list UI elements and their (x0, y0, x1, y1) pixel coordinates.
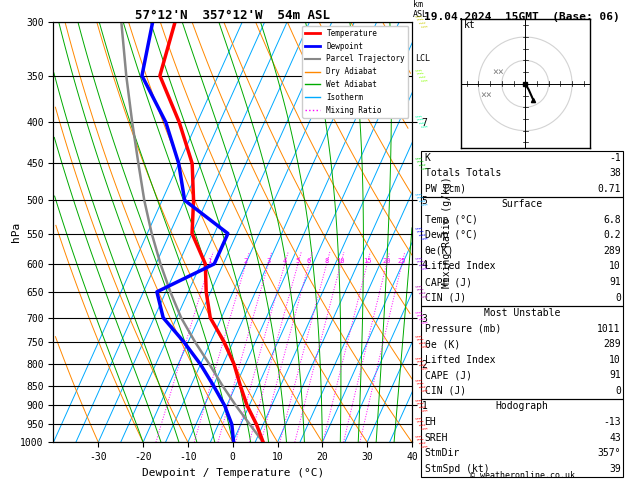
Text: SREH: SREH (425, 433, 448, 443)
Text: 0: 0 (615, 293, 621, 303)
Text: ////: //// (414, 225, 428, 243)
Text: ////: //// (414, 113, 428, 131)
Text: 1011: 1011 (598, 324, 621, 334)
Text: 10: 10 (337, 258, 345, 264)
Text: 10: 10 (609, 355, 621, 365)
Text: 91: 91 (609, 370, 621, 381)
Text: 39: 39 (609, 464, 621, 474)
Text: 43: 43 (609, 433, 621, 443)
Text: 357°: 357° (598, 448, 621, 458)
Text: 2: 2 (243, 258, 248, 264)
Text: ////: //// (414, 13, 428, 31)
Text: Temp (°C): Temp (°C) (425, 215, 477, 225)
Text: Pressure (mb): Pressure (mb) (425, 324, 501, 334)
Text: 0.71: 0.71 (598, 184, 621, 194)
Text: 0: 0 (615, 386, 621, 396)
Text: 6.8: 6.8 (603, 215, 621, 225)
Text: K: K (425, 153, 430, 163)
Text: LCL: LCL (416, 54, 431, 63)
Text: CIN (J): CIN (J) (425, 293, 465, 303)
Text: StmSpd (kt): StmSpd (kt) (425, 464, 489, 474)
Text: CIN (J): CIN (J) (425, 386, 465, 396)
X-axis label: Dewpoint / Temperature (°C): Dewpoint / Temperature (°C) (142, 468, 324, 478)
Text: ////: //// (414, 191, 428, 209)
Text: 4: 4 (282, 258, 287, 264)
Text: hPa: hPa (11, 222, 21, 242)
Title: 57°12'N  357°12'W  54m ASL: 57°12'N 357°12'W 54m ASL (135, 9, 330, 22)
Text: ////: //// (414, 333, 428, 351)
Text: 289: 289 (603, 246, 621, 256)
Text: Most Unstable: Most Unstable (484, 308, 560, 318)
Text: 289: 289 (603, 339, 621, 349)
Text: 8: 8 (325, 258, 329, 264)
Text: θe (K): θe (K) (425, 339, 460, 349)
Text: ////: //// (414, 283, 428, 301)
Text: CAPE (J): CAPE (J) (425, 370, 472, 381)
Text: 25: 25 (398, 258, 406, 264)
Text: 15: 15 (363, 258, 372, 264)
Text: ××: ×× (481, 90, 493, 100)
Text: km
ASL: km ASL (413, 0, 428, 19)
Text: © weatheronline.co.uk: © weatheronline.co.uk (470, 471, 574, 480)
Text: θe(K): θe(K) (425, 246, 454, 256)
Text: ////: //// (414, 255, 428, 273)
Legend: Temperature, Dewpoint, Parcel Trajectory, Dry Adiabat, Wet Adiabat, Isotherm, Mi: Temperature, Dewpoint, Parcel Trajectory… (302, 26, 408, 118)
Text: ////: //// (414, 309, 428, 327)
Text: 0.2: 0.2 (603, 230, 621, 241)
Text: Surface: Surface (501, 199, 543, 209)
Text: EH: EH (425, 417, 437, 427)
Text: Lifted Index: Lifted Index (425, 261, 495, 272)
Text: 10: 10 (609, 261, 621, 272)
Text: 1: 1 (208, 258, 212, 264)
Text: CAPE (J): CAPE (J) (425, 277, 472, 287)
Text: Lifted Index: Lifted Index (425, 355, 495, 365)
Text: Hodograph: Hodograph (496, 401, 548, 412)
Text: ////: //// (414, 434, 428, 451)
Text: 19.04.2024  15GMT  (Base: 06): 19.04.2024 15GMT (Base: 06) (424, 12, 620, 22)
Text: ////: //// (414, 155, 428, 173)
Text: 38: 38 (609, 168, 621, 178)
Text: ////: //// (414, 355, 428, 373)
Text: -1: -1 (609, 153, 621, 163)
Text: 5: 5 (296, 258, 300, 264)
Text: Dewp (°C): Dewp (°C) (425, 230, 477, 241)
Text: kt: kt (464, 20, 475, 31)
Text: ////: //// (414, 416, 428, 433)
Text: 6: 6 (307, 258, 311, 264)
Text: 91: 91 (609, 277, 621, 287)
Text: -13: -13 (603, 417, 621, 427)
Text: StmDir: StmDir (425, 448, 460, 458)
Text: ××: ×× (493, 67, 504, 76)
Text: ////: //// (414, 397, 428, 415)
Text: Mixing Ratio (g/kg): Mixing Ratio (g/kg) (442, 176, 452, 288)
Text: ////: //// (414, 67, 428, 85)
Text: 3: 3 (266, 258, 270, 264)
Text: 20: 20 (382, 258, 391, 264)
Text: ////: //// (414, 377, 428, 394)
Text: Totals Totals: Totals Totals (425, 168, 501, 178)
Text: PW (cm): PW (cm) (425, 184, 465, 194)
